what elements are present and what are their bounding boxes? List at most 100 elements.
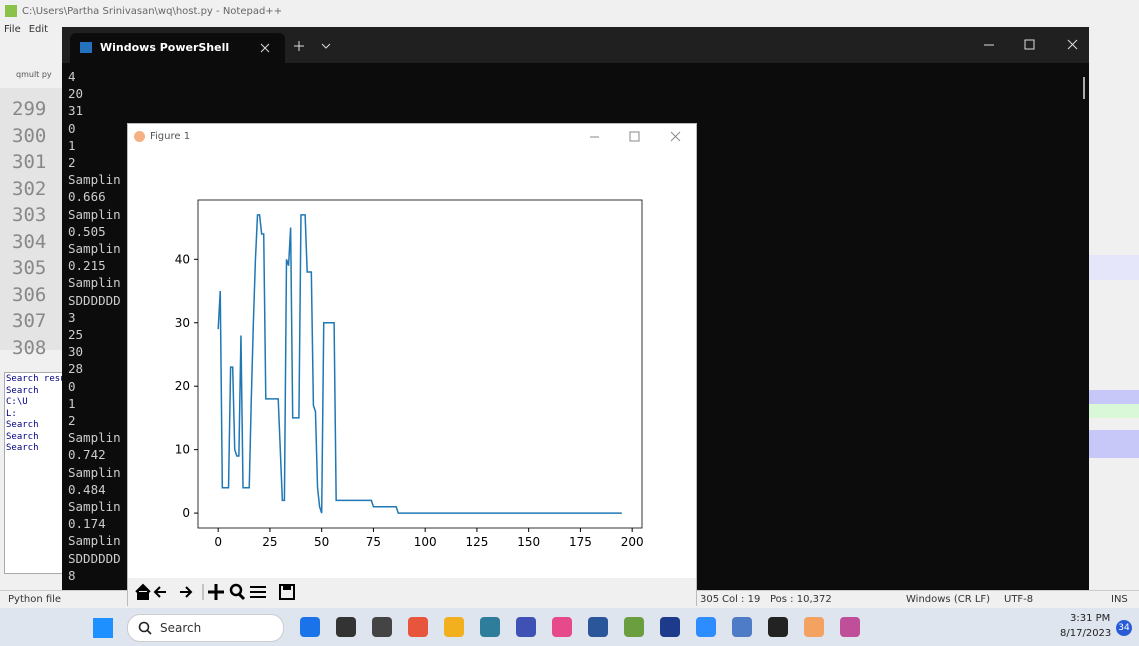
app-icon[interactable] xyxy=(588,617,608,637)
time: 3:31 PM xyxy=(1070,613,1111,624)
window-controls[interactable] xyxy=(588,130,688,144)
terminal-line: 1 xyxy=(68,395,76,411)
terminal-line: Samplin xyxy=(68,172,121,188)
search-box[interactable]: Search xyxy=(127,614,284,642)
line-number: 303 xyxy=(12,204,47,226)
line-number: 304 xyxy=(12,230,47,253)
search-item: C:\U xyxy=(6,397,28,407)
status-eol: Windows (CR LF) xyxy=(906,594,991,605)
terminal-line: Samplin xyxy=(68,206,121,222)
toolbar xyxy=(128,578,696,606)
tab[interactable]: Windows PowerShell xyxy=(70,33,285,63)
tab-title: Windows PowerShell xyxy=(100,41,230,54)
app-icon[interactable] xyxy=(444,617,464,637)
x-tick-label: 175 xyxy=(569,535,592,549)
terminal-line: 0.215 xyxy=(68,258,106,274)
data-line xyxy=(217,214,622,514)
search-panel xyxy=(4,372,66,574)
notepad-icon xyxy=(5,5,17,17)
terminal-line: 28 xyxy=(68,361,84,377)
x-tick-label: 100 xyxy=(414,535,437,549)
app-icon[interactable] xyxy=(840,617,860,637)
x-tick-label: 150 xyxy=(517,535,540,549)
terminal-line: 0.666 xyxy=(68,189,106,205)
app-icon[interactable] xyxy=(300,617,320,637)
x-tick-label: 0 xyxy=(214,535,222,549)
line-number: 306 xyxy=(12,283,47,306)
app-icon[interactable] xyxy=(768,617,788,637)
scrollbar xyxy=(1083,77,1085,99)
menu-bar: File Edit xyxy=(4,24,56,35)
new-tab[interactable] xyxy=(294,39,334,53)
terminal-line: Samplin xyxy=(68,430,121,446)
status-pos: Pos : 10,372 xyxy=(770,594,832,605)
x-tick-label: 75 xyxy=(366,535,381,549)
status-type: Python file xyxy=(8,594,62,605)
date: 8/17/2023 xyxy=(1060,628,1112,639)
search-results: Search resu Search C:\U L: Search Search Searc… xyxy=(6,374,66,455)
y-tick-label: 30 xyxy=(175,316,190,330)
app-icon[interactable] xyxy=(732,617,752,637)
window-controls[interactable] xyxy=(982,37,1082,53)
search-item: Search xyxy=(6,420,39,430)
y-tick-label: 0 xyxy=(182,506,190,520)
y-tick-label: 40 xyxy=(175,252,190,266)
search-item: Search resu xyxy=(6,374,66,384)
toolbar-icons[interactable] xyxy=(128,578,328,606)
line-number: 302 xyxy=(12,177,47,200)
chart: 0 25 50 75 100 125 150 175 200 0 10 20 30 40 xyxy=(175,199,644,549)
app-icon[interactable] xyxy=(516,617,536,637)
figure-title: Figure 1 xyxy=(150,131,191,142)
notification-badge[interactable]: 34 xyxy=(1116,620,1132,636)
search-item: Search xyxy=(6,385,39,396)
status-line: 305 xyxy=(700,594,720,605)
terminal-line: 0 xyxy=(68,120,76,136)
right-strip xyxy=(1089,390,1139,408)
terminal-line: Samplin xyxy=(68,275,121,291)
app-icon[interactable] xyxy=(624,617,644,637)
terminal-line: Samplin xyxy=(68,499,121,515)
x-tick-label: 200 xyxy=(621,535,644,549)
terminal-line: 25 xyxy=(68,327,84,343)
right-strip xyxy=(1089,430,1139,458)
start-button[interactable] xyxy=(93,618,113,638)
x-tick-label: 50 xyxy=(314,535,329,549)
app-icon[interactable] xyxy=(372,617,392,637)
y-tick-label: 20 xyxy=(175,379,190,393)
notepad-title: C:\Users\Partha Srinivasan\wq\host.py - … xyxy=(22,6,283,17)
terminal-line: Samplin xyxy=(68,464,121,480)
tab[interactable]: qmult py xyxy=(16,70,52,79)
app-icon[interactable] xyxy=(408,617,428,637)
search-icon xyxy=(138,621,152,635)
editor-gutter xyxy=(0,88,62,350)
line-number: 308 xyxy=(12,336,47,359)
plot-frame xyxy=(197,199,643,529)
terminal-line: Samplin xyxy=(68,241,121,257)
line-number: 307 xyxy=(12,310,47,332)
terminal-line: 0 xyxy=(68,378,76,394)
app-icon[interactable] xyxy=(696,617,716,637)
terminal-line: 0.484 xyxy=(68,481,106,497)
line-numbers: 299 300 301 302 303 304 305 306 307 308 xyxy=(12,96,46,360)
search-item: Search xyxy=(6,431,39,442)
terminal-line: 2 xyxy=(68,413,76,429)
terminal-line: SDDDDDD xyxy=(68,292,121,308)
line-number: 305 xyxy=(12,257,47,279)
terminal-line: 30 xyxy=(68,344,84,360)
terminal-line: 8 xyxy=(68,567,76,583)
search-label: Search xyxy=(160,621,202,635)
right-strip xyxy=(1089,255,1139,280)
app-icon[interactable] xyxy=(336,617,356,637)
app-icon[interactable] xyxy=(804,617,824,637)
terminal-line: Samplin xyxy=(68,533,121,549)
tab-close[interactable] xyxy=(260,43,270,53)
line-number: 301 xyxy=(12,151,47,173)
ps-icon xyxy=(80,42,92,53)
app-icon[interactable] xyxy=(660,617,680,637)
terminal-line: 1 xyxy=(68,137,76,153)
terminal-output: 4 20 31 0 1 2 Samplin 0.666 Samplin 0.505 Samplin 0… xyxy=(68,68,121,584)
app-icon[interactable] xyxy=(552,617,572,637)
search-item: Search xyxy=(6,443,39,453)
app-icon[interactable] xyxy=(480,617,500,637)
